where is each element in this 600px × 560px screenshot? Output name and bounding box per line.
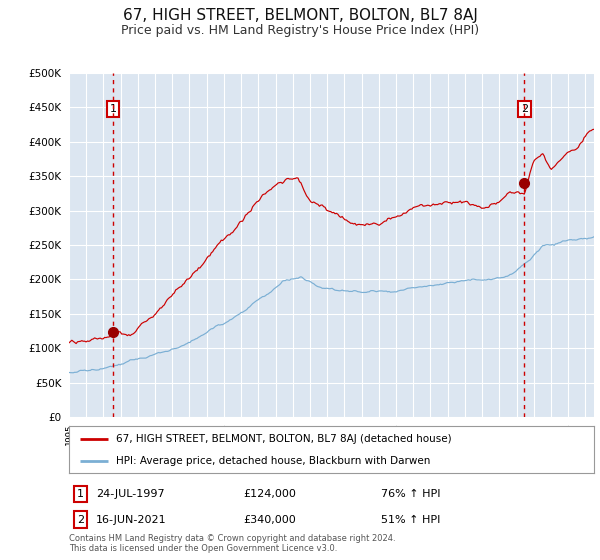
Text: 67, HIGH STREET, BELMONT, BOLTON, BL7 8AJ (detached house): 67, HIGH STREET, BELMONT, BOLTON, BL7 8A…: [116, 434, 452, 444]
Text: 67, HIGH STREET, BELMONT, BOLTON, BL7 8AJ: 67, HIGH STREET, BELMONT, BOLTON, BL7 8A…: [122, 8, 478, 24]
Text: 76% ↑ HPI: 76% ↑ HPI: [381, 489, 440, 499]
Text: 24-JUL-1997: 24-JUL-1997: [96, 489, 164, 499]
Text: 51% ↑ HPI: 51% ↑ HPI: [381, 515, 440, 525]
Text: £124,000: £124,000: [243, 489, 296, 499]
Text: 1: 1: [77, 489, 84, 499]
Text: 2: 2: [521, 104, 528, 114]
Text: £340,000: £340,000: [243, 515, 296, 525]
Text: 16-JUN-2021: 16-JUN-2021: [96, 515, 167, 525]
Text: Price paid vs. HM Land Registry's House Price Index (HPI): Price paid vs. HM Land Registry's House …: [121, 24, 479, 36]
Text: 2: 2: [77, 515, 84, 525]
Text: 1: 1: [109, 104, 116, 114]
Text: Contains HM Land Registry data © Crown copyright and database right 2024.
This d: Contains HM Land Registry data © Crown c…: [69, 534, 395, 553]
Text: HPI: Average price, detached house, Blackburn with Darwen: HPI: Average price, detached house, Blac…: [116, 456, 431, 466]
